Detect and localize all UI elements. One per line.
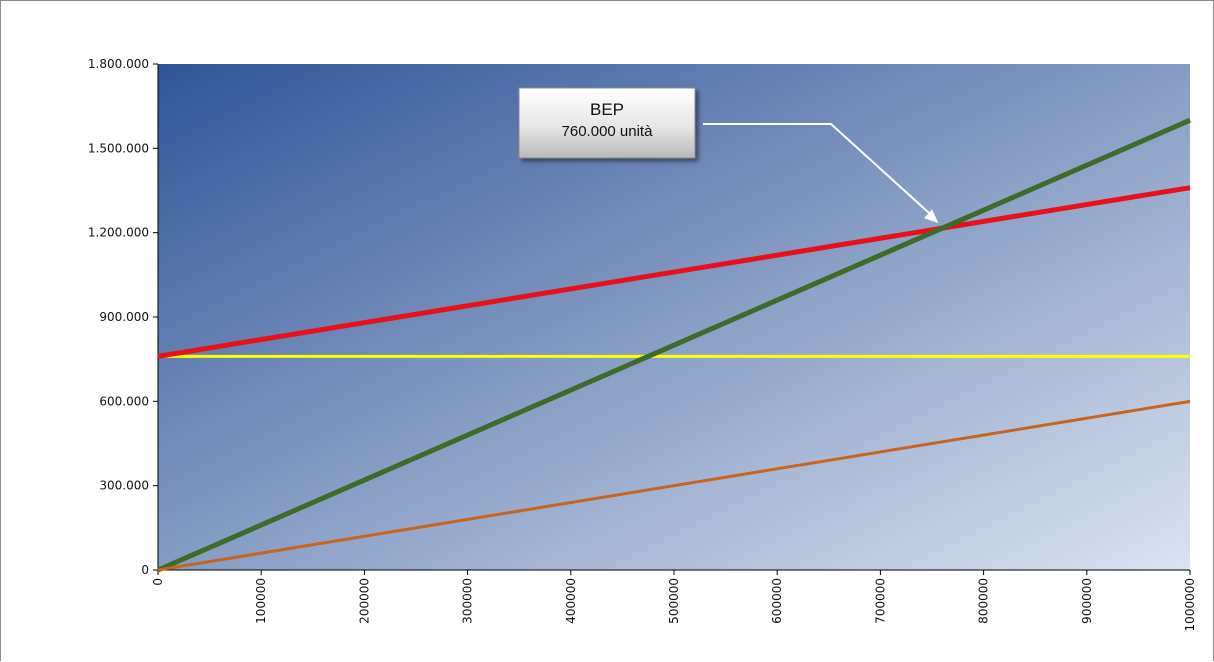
x-tick-label: 500000 — [667, 578, 681, 624]
y-tick-label: 300.000 — [99, 479, 149, 493]
bep-callout: BEP 760.000 unità — [518, 87, 939, 224]
x-tick-label: 900000 — [1080, 578, 1094, 624]
y-axis: 0 300.000 600.000 900.000 1.200.000 1.500.000… — [88, 57, 159, 577]
x-tick-label: 300000 — [461, 578, 475, 624]
y-tick-label: 1.500.000 — [88, 141, 149, 155]
series-lines — [157, 117, 1191, 573]
series-line — [157, 117, 1191, 573]
callout-leader-line — [703, 123, 931, 215]
callout-value: 760.000 unità — [562, 123, 654, 140]
x-tick-label: 200000 — [357, 578, 371, 624]
y-tick-label: 0 — [141, 563, 149, 577]
y-tick-label: 900.000 — [99, 310, 149, 324]
y-tick-label: 600.000 — [99, 394, 149, 408]
x-tick-label: 600000 — [770, 578, 784, 624]
series-line — [157, 399, 1191, 572]
x-tick-label: 1000000 — [1183, 578, 1197, 631]
callout-box — [518, 87, 696, 159]
x-axis: 0 100000 200000 300000 400000 500000 600000 700… — [151, 569, 1197, 631]
x-tick-label: 0 — [151, 578, 165, 586]
x-tick-label: 800000 — [977, 578, 991, 624]
y-tick-label: 1.200.000 — [88, 226, 149, 240]
x-tick-label: 100000 — [254, 578, 268, 624]
series-line — [157, 185, 1191, 359]
x-tick-label: 700000 — [873, 578, 887, 624]
callout-title: BEP — [590, 100, 624, 119]
y-tick-label: 1.800.000 — [88, 57, 149, 71]
callout-arrowhead — [923, 209, 939, 224]
x-tick-label: 400000 — [564, 578, 578, 624]
